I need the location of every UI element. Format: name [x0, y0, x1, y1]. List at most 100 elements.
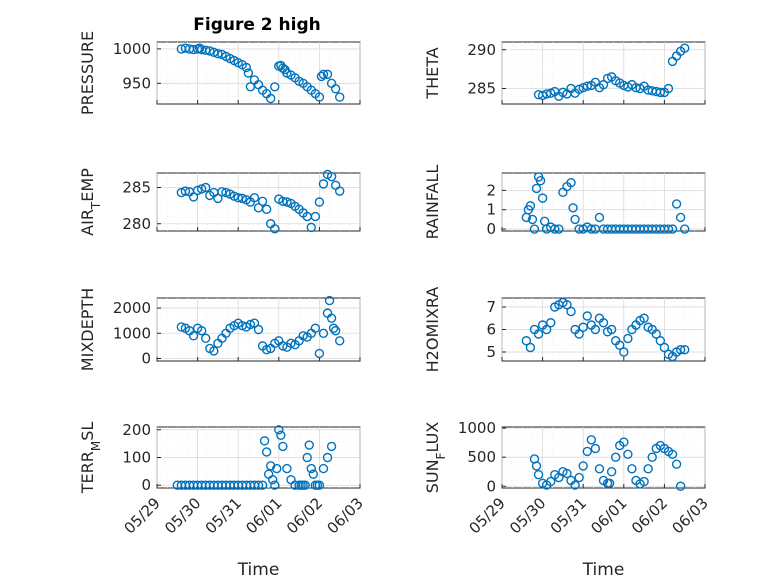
data-point	[671, 199, 682, 209]
y-tick-label: 200	[122, 421, 151, 439]
data-point	[274, 425, 284, 435]
y-tick-label: 0	[486, 477, 496, 495]
data-point	[574, 329, 584, 339]
x-tick-label: 06/02	[628, 494, 671, 537]
x-tick-label: 06/01	[242, 494, 285, 537]
data-point	[537, 193, 548, 203]
x-tick-label: 05/31	[202, 494, 245, 537]
y-axis-label: THETA	[423, 47, 442, 99]
data-point	[655, 87, 666, 98]
x-axis-label: Time	[582, 560, 625, 580]
data-point	[180, 186, 191, 196]
y-axis-label: PRESSURE	[78, 31, 97, 115]
data-point	[221, 187, 231, 198]
x-axis-label: Time	[237, 560, 280, 580]
data-point	[578, 83, 588, 93]
data-point	[550, 224, 560, 234]
data-point	[675, 345, 686, 355]
data-point	[667, 449, 678, 460]
data-point	[318, 179, 329, 189]
data-point	[176, 322, 187, 332]
data-point	[598, 318, 609, 328]
data-point	[529, 224, 540, 234]
data-point	[245, 319, 256, 330]
data-point	[282, 197, 292, 207]
y-tick-label: 1000	[113, 324, 151, 342]
x-tick-label: 05/29	[466, 494, 509, 537]
data-point	[300, 480, 310, 490]
y-tick-label: 500	[467, 448, 496, 466]
data-point	[322, 69, 333, 80]
panel-theta: 290 285 THETA	[423, 41, 706, 105]
data-point	[566, 177, 576, 188]
y-tick-label: 5	[486, 343, 496, 361]
data-point	[330, 326, 341, 336]
data-point	[237, 193, 247, 204]
data-point	[582, 446, 592, 457]
data-point	[651, 329, 661, 339]
data-point	[272, 463, 282, 474]
data-point	[261, 204, 272, 214]
data-point	[675, 212, 686, 223]
data-point	[270, 224, 280, 234]
data-point	[619, 437, 629, 447]
y-tick-label: 7	[486, 298, 496, 316]
data-point	[554, 224, 564, 234]
y-tick-label: 280	[122, 215, 151, 233]
data-point	[335, 336, 345, 346]
panel-mixdepth: 2000 1000 0 MIXDEPTH	[78, 288, 361, 371]
panel-rainfall: 2 10 RAINFALL	[423, 165, 706, 239]
data-point	[268, 474, 278, 485]
data-point	[257, 196, 268, 206]
data-point	[261, 447, 272, 457]
data-point	[562, 300, 572, 310]
data-point	[562, 468, 572, 479]
panel-terr_msl: 200 100 0 TERRMSL 05/2905/3005/3106/0106/020…	[78, 421, 367, 580]
y-tick-label: 285	[467, 80, 496, 98]
data-point	[675, 481, 686, 491]
data-point	[623, 333, 633, 344]
data-point	[318, 463, 329, 474]
data-point	[241, 62, 252, 73]
x-tick-label: 06/03	[324, 494, 367, 537]
data-point	[663, 224, 674, 234]
data-point	[324, 295, 335, 306]
data-point	[525, 342, 536, 353]
data-point	[533, 329, 544, 339]
data-point	[265, 461, 276, 471]
data-point	[546, 318, 556, 328]
data-point	[671, 459, 682, 469]
x-tick-label: 05/30	[161, 494, 204, 537]
y-tick-label: 0	[141, 349, 151, 367]
data-point	[582, 311, 592, 321]
data-point	[194, 43, 205, 53]
data-point	[270, 82, 280, 92]
data-point	[627, 464, 637, 474]
data-point	[316, 71, 327, 82]
data-point	[306, 463, 316, 474]
data-point	[326, 171, 337, 182]
data-point	[574, 84, 584, 94]
y-tick-label: 100	[122, 449, 151, 467]
panel-h2omixra: 7 6 5 H2OMIXRA	[423, 287, 706, 372]
data-point	[537, 90, 548, 101]
data-point	[322, 452, 333, 463]
data-point	[318, 328, 329, 338]
data-point	[302, 452, 312, 463]
data-point	[304, 440, 314, 450]
data-point	[253, 324, 264, 335]
panel-pressure: 1000 950 PRESSURE	[78, 31, 361, 115]
data-point	[314, 348, 325, 359]
data-point	[667, 224, 678, 234]
data-point	[531, 461, 542, 471]
figure-title: Figure 2 high	[193, 15, 321, 35]
data-point	[188, 192, 199, 202]
data-point	[314, 197, 325, 207]
data-point	[243, 68, 254, 78]
data-point	[328, 323, 339, 333]
data-point	[546, 88, 556, 98]
data-point	[306, 222, 316, 233]
data-point	[310, 211, 321, 222]
data-point	[201, 182, 211, 193]
data-point	[582, 81, 592, 91]
